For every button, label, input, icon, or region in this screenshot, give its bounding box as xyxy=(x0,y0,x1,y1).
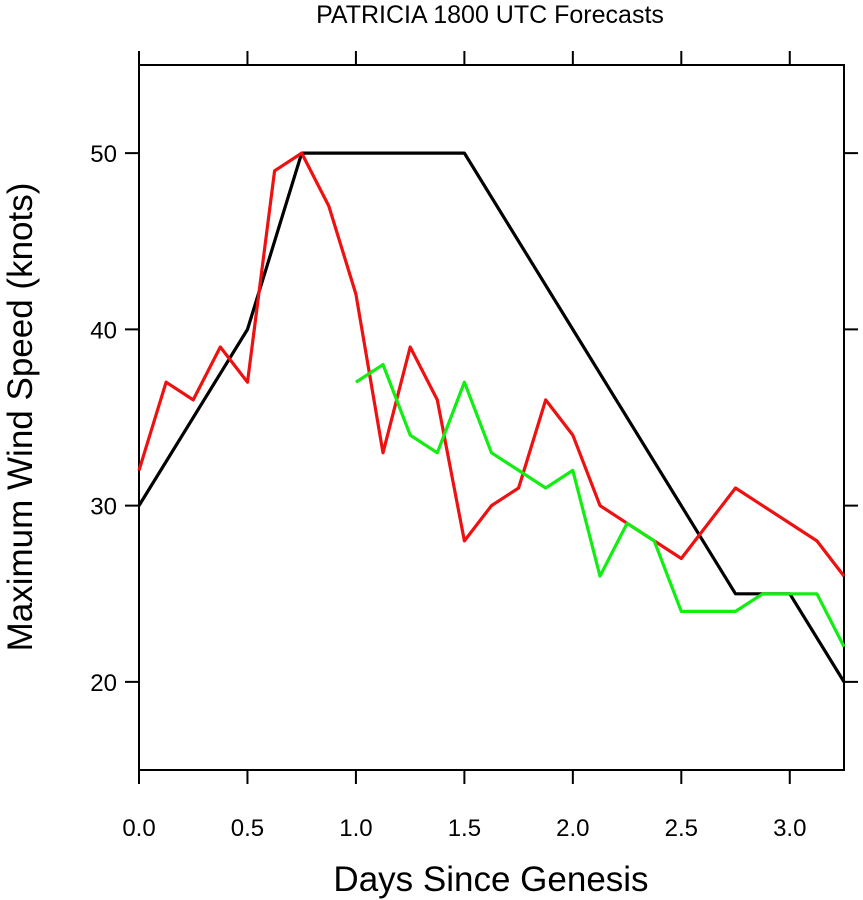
x-tick-label: 2.0 xyxy=(556,815,589,842)
plot-frame xyxy=(138,64,845,771)
series-line-1 xyxy=(137,151,846,683)
y-tick-label: 40 xyxy=(90,317,117,344)
series-line-3 xyxy=(355,363,846,648)
y-tick-label: 30 xyxy=(90,494,117,521)
y-axis-label: Maximum Wind Speed (knots) xyxy=(1,183,40,652)
x-tick-label: 1.5 xyxy=(448,815,481,842)
series-line-2 xyxy=(137,151,846,578)
y-tick-label: 20 xyxy=(90,670,117,697)
x-tick-label: 0.0 xyxy=(122,815,155,842)
tick-labels: 0.0 0.5 1.0 1.5 2.0 2.5 3.0 20 30 40 50 xyxy=(90,141,806,842)
x-axis-label: Days Since Genesis xyxy=(333,860,648,899)
x-tick-label: 3.0 xyxy=(773,815,806,842)
series-lines xyxy=(137,151,846,683)
x-tick-label: 0.5 xyxy=(231,815,264,842)
chart-title: PATRICIA 1800 UTC Forecasts xyxy=(316,1,664,29)
axis-ticks xyxy=(125,51,858,784)
x-tick-label: 1.0 xyxy=(339,815,372,842)
y-tick-label: 50 xyxy=(90,141,117,168)
x-tick-label: 2.5 xyxy=(665,815,698,842)
